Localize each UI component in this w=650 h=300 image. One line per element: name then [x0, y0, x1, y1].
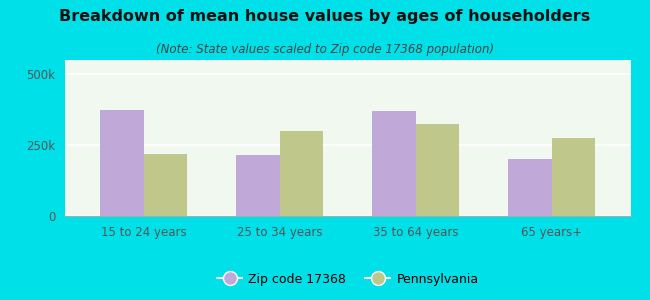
Bar [144, 154, 187, 216]
Bar [237, 155, 280, 216]
Bar [280, 131, 323, 216]
Bar [552, 138, 595, 216]
Bar [100, 110, 144, 216]
Bar [508, 159, 552, 216]
Text: (Note: State values scaled to Zip code 17368 population): (Note: State values scaled to Zip code 1… [156, 44, 494, 56]
Bar [416, 124, 459, 216]
Text: Breakdown of mean house values by ages of householders: Breakdown of mean house values by ages o… [59, 9, 591, 24]
Legend: Zip code 17368, Pennsylvania: Zip code 17368, Pennsylvania [212, 268, 484, 291]
Bar [372, 111, 416, 216]
